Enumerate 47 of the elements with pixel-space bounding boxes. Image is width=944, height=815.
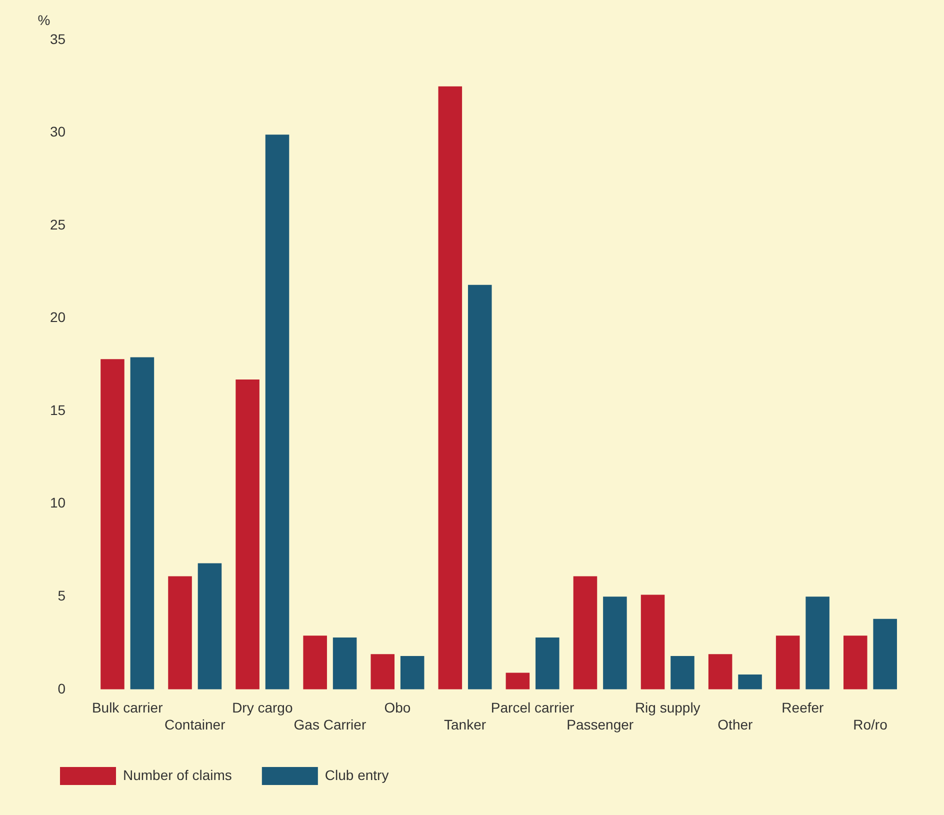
x-tick-label: Reefer: [782, 700, 824, 716]
bar: [438, 86, 462, 690]
bar: [603, 596, 627, 690]
x-tick-label: Ro/ro: [853, 716, 888, 732]
y-tick-label: 10: [50, 494, 66, 511]
bar: [738, 674, 762, 690]
x-tick-label: Rig supply: [634, 700, 700, 716]
bar: [265, 134, 290, 690]
y-tick-label: 30: [50, 124, 66, 140]
bar: [506, 672, 530, 690]
y-tick-label: 20: [50, 309, 66, 326]
x-tick-label: Obo: [384, 700, 411, 716]
bar: [536, 637, 560, 690]
bar: [100, 359, 124, 690]
x-tick-label: Gas Carrier: [294, 716, 366, 732]
y-tick-label: 35: [50, 30, 66, 47]
x-tick-label: Dry cargo: [232, 700, 293, 716]
y-axis-title: %: [38, 12, 50, 28]
x-tick-label: Tanker: [444, 716, 486, 732]
x-tick-label: Container: [164, 716, 226, 732]
bar: [332, 637, 357, 690]
bar: [370, 654, 395, 690]
x-tick-label: Bulk carrier: [92, 700, 164, 716]
bar: [640, 594, 665, 690]
y-tick-label: 15: [50, 402, 66, 418]
bar: [198, 563, 222, 690]
legend-label: Number of claims: [123, 766, 232, 783]
y-tick-label: 25: [50, 216, 66, 232]
bar: [843, 636, 868, 690]
bar: [873, 618, 897, 690]
x-tick-label: Passenger: [566, 716, 634, 732]
bar: [468, 284, 492, 690]
y-tick-label: 0: [58, 680, 66, 696]
bar: [236, 380, 260, 690]
bar: [573, 576, 598, 690]
bar: [400, 656, 424, 690]
bar: [130, 357, 154, 690]
bar: [708, 654, 732, 690]
bar: [670, 656, 694, 690]
legend-label: Club entry: [324, 766, 389, 783]
bar: [303, 636, 327, 690]
bar: [806, 596, 830, 690]
bar: [776, 636, 800, 690]
bar: [168, 576, 192, 690]
x-tick-label: Other: [718, 716, 754, 732]
x-tick-label: Parcel carrier: [490, 700, 575, 716]
y-tick-label: 5: [58, 587, 66, 604]
